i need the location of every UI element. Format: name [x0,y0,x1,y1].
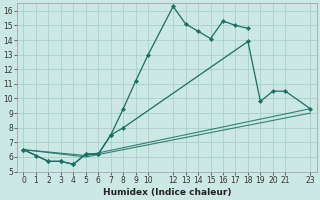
X-axis label: Humidex (Indice chaleur): Humidex (Indice chaleur) [103,188,231,197]
